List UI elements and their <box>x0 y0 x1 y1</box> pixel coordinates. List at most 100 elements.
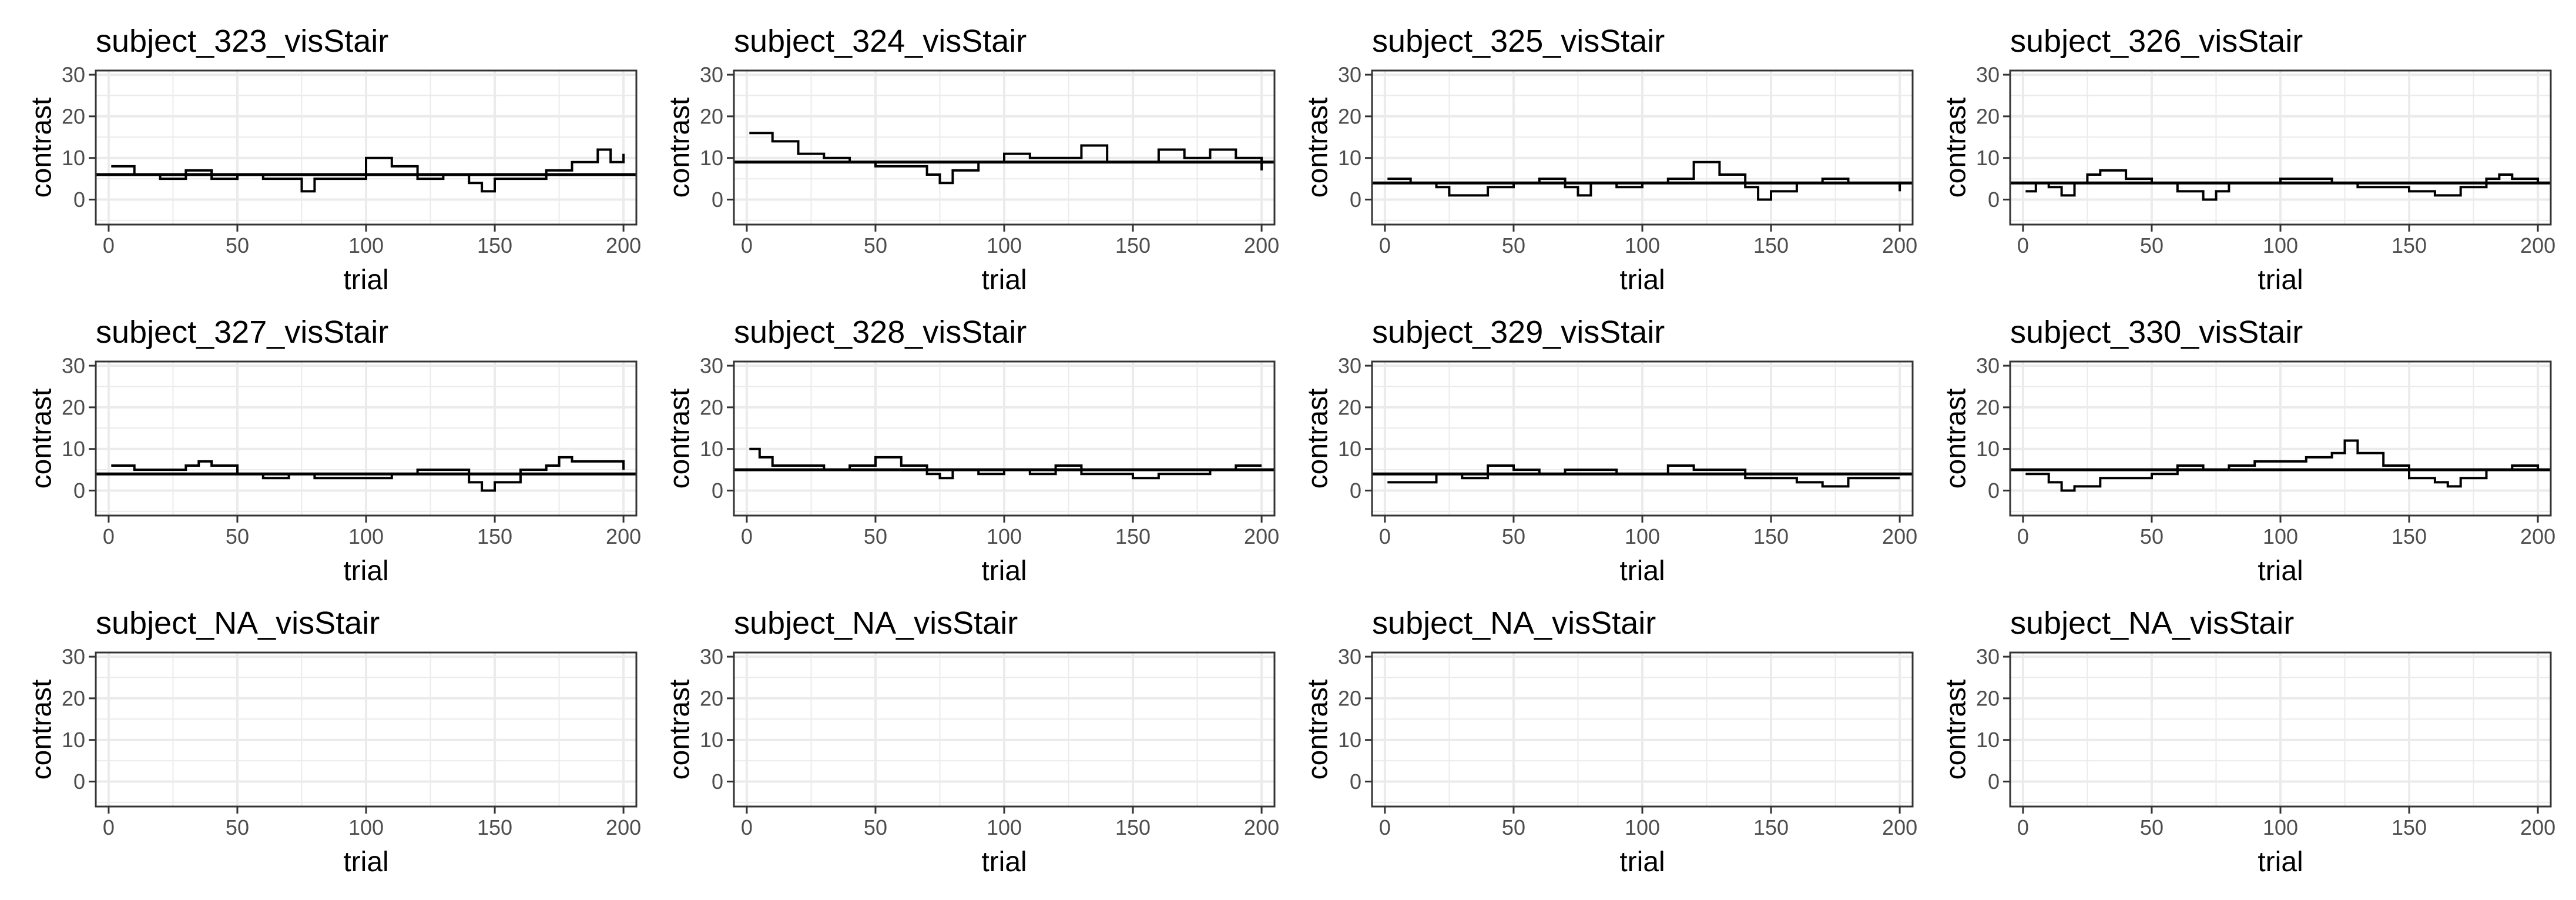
x-tick-label: 50 <box>226 815 249 839</box>
facet-panel: 0 10 20 30 0 50 100 150 200 subject_NA_visStairtr… <box>26 605 642 878</box>
x-tick-label: 200 <box>606 524 641 548</box>
y-tick-label: 20 <box>62 395 85 419</box>
y-axis-title: contrast <box>26 680 58 780</box>
x-tick-label: 100 <box>2263 524 2298 548</box>
y-axis-title: contrast <box>665 389 696 489</box>
y-axis-title: contrast <box>1941 389 1972 489</box>
y-tick-label: 10 <box>1976 146 2000 170</box>
x-tick-label: 200 <box>2520 233 2555 257</box>
x-tick-label: 150 <box>477 524 512 548</box>
x-axis-title: trial <box>981 847 1027 878</box>
y-tick-label: 0 <box>712 188 723 212</box>
x-tick-label: 200 <box>1882 524 1917 548</box>
x-tick-label: 50 <box>1502 524 1525 548</box>
x-tick-label: 100 <box>348 524 384 548</box>
series-line <box>1387 160 1901 201</box>
panel-title: subject_323_visStair <box>96 24 388 59</box>
series-line <box>111 456 625 492</box>
series-line <box>111 148 625 193</box>
y-tick-label: 10 <box>700 146 723 170</box>
x-tick-label: 150 <box>477 233 512 257</box>
y-tick-label: 30 <box>1976 354 2000 378</box>
y-tick-label: 10 <box>1338 437 1361 461</box>
facet-panel: 0 10 20 30 0 50 100 150 200 subject_324_visStairt… <box>665 24 1280 296</box>
x-tick-label: 100 <box>987 815 1022 839</box>
y-tick-label: 20 <box>62 686 85 710</box>
x-tick-label: 150 <box>2391 233 2427 257</box>
y-tick-label: 0 <box>1350 769 1361 794</box>
y-tick-label: 20 <box>700 686 723 710</box>
y-axis-title: contrast <box>1941 98 1972 198</box>
facet-panel: 0 10 20 30 0 50 100 150 200 subject_NA_visStairtr… <box>665 605 1280 878</box>
y-tick-label: 10 <box>62 146 85 170</box>
y-tick-label: 30 <box>62 63 85 87</box>
panel-title: subject_NA_visStair <box>1372 605 1656 641</box>
x-axis-title: trial <box>2258 847 2303 878</box>
facet-panel: 0 10 20 30 0 50 100 150 200 subject_326_visStairt… <box>1941 24 2556 296</box>
x-tick-label: 200 <box>1882 815 1917 839</box>
x-tick-label: 50 <box>1502 815 1525 839</box>
x-tick-label: 50 <box>226 524 249 548</box>
x-tick-label: 100 <box>348 815 384 839</box>
x-tick-label: 100 <box>348 233 384 257</box>
x-tick-label: 50 <box>2140 524 2164 548</box>
x-axis-title: trial <box>1619 556 1665 587</box>
x-axis-title: trial <box>1619 847 1665 878</box>
y-tick-label: 0 <box>1988 769 2000 794</box>
y-axis-title: contrast <box>1303 389 1334 489</box>
x-tick-label: 0 <box>103 815 115 839</box>
panel-title: subject_327_visStair <box>96 315 388 350</box>
x-tick-label: 0 <box>103 524 115 548</box>
panel-title: subject_NA_visStair <box>734 605 1018 641</box>
x-axis-title: trial <box>1619 265 1665 296</box>
x-tick-label: 50 <box>864 524 887 548</box>
y-tick-label: 30 <box>1976 645 2000 669</box>
x-tick-label: 100 <box>2263 815 2298 839</box>
x-tick-label: 100 <box>987 233 1022 257</box>
y-tick-label: 20 <box>700 104 723 128</box>
x-tick-label: 150 <box>2391 815 2427 839</box>
x-tick-label: 0 <box>1379 233 1391 257</box>
x-axis-title: trial <box>343 265 388 296</box>
y-tick-label: 10 <box>1338 728 1361 752</box>
y-tick-label: 10 <box>62 437 85 461</box>
y-tick-label: 0 <box>712 769 723 794</box>
y-axis-title: contrast <box>1941 680 1972 780</box>
y-tick-label: 30 <box>1338 645 1361 669</box>
facet-panel: 0 10 20 30 0 50 100 150 200 subject_329_visStairt… <box>1303 315 1918 587</box>
facet-panel: 0 10 20 30 0 50 100 150 200 subject_330_visStairt… <box>1941 315 2556 587</box>
x-tick-label: 150 <box>1753 815 1789 839</box>
panel-title: subject_326_visStair <box>2010 24 2303 59</box>
x-tick-label: 100 <box>1625 524 1660 548</box>
x-tick-label: 50 <box>864 815 887 839</box>
panel-title: subject_324_visStair <box>734 24 1027 59</box>
y-tick-label: 20 <box>62 104 85 128</box>
y-tick-label: 30 <box>700 645 723 669</box>
y-tick-label: 10 <box>700 728 723 752</box>
y-tick-label: 30 <box>1338 63 1361 87</box>
y-tick-label: 30 <box>62 645 85 669</box>
x-tick-label: 0 <box>2017 233 2029 257</box>
y-tick-label: 20 <box>1338 104 1361 128</box>
x-axis-title: trial <box>981 265 1027 296</box>
x-tick-label: 100 <box>1625 815 1660 839</box>
x-tick-label: 150 <box>1753 233 1789 257</box>
y-tick-label: 20 <box>1976 104 2000 128</box>
x-tick-label: 150 <box>1115 524 1151 548</box>
y-tick-label: 30 <box>700 63 723 87</box>
y-tick-label: 20 <box>1976 686 2000 710</box>
x-tick-label: 200 <box>1244 233 1279 257</box>
x-axis-title: trial <box>343 556 388 587</box>
x-tick-label: 100 <box>2263 233 2298 257</box>
x-tick-label: 200 <box>1244 524 1279 548</box>
y-tick-label: 10 <box>1976 728 2000 752</box>
y-tick-label: 0 <box>1350 188 1361 212</box>
x-tick-label: 200 <box>1882 233 1917 257</box>
facet-panel: 0 10 20 30 0 50 100 150 200 subject_327_visStairt… <box>26 315 642 587</box>
x-tick-label: 0 <box>741 524 753 548</box>
y-tick-label: 20 <box>1338 395 1361 419</box>
x-tick-label: 0 <box>741 815 753 839</box>
y-axis-title: contrast <box>26 389 58 489</box>
y-tick-label: 0 <box>73 188 85 212</box>
